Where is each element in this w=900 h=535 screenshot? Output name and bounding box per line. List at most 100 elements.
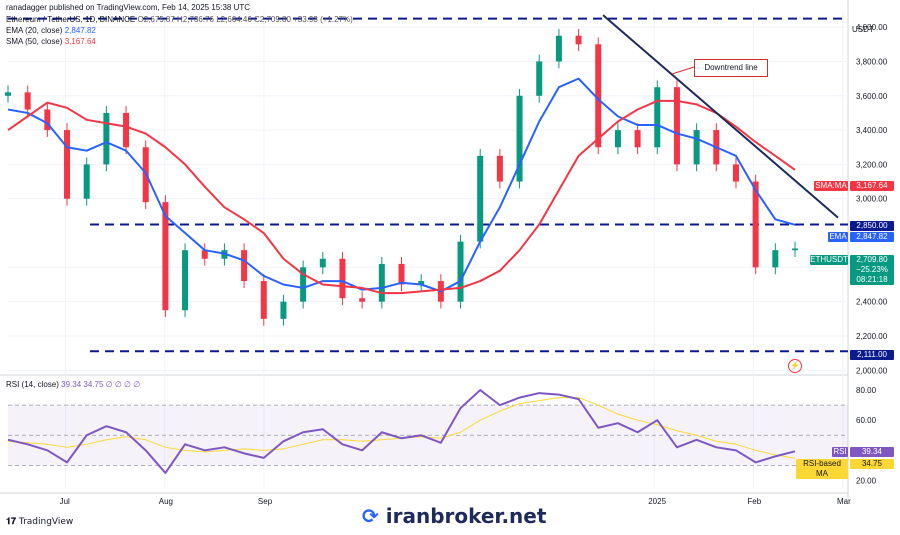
- candle-body: [398, 263, 405, 285]
- candle-body: [477, 155, 484, 242]
- sma-legend[interactable]: SMA (50, close) 3,167.64: [6, 36, 96, 47]
- price-tick-label: 3,000.00: [856, 195, 888, 204]
- rsi-legend-values: 39.34 34.75 ∅ ∅ ∅ ∅: [61, 380, 141, 389]
- sym-tag-label: ETHUSDT: [810, 255, 848, 265]
- price-tick-label: 3,200.00: [856, 160, 888, 169]
- candle-body: [103, 112, 110, 165]
- price-tick-label: 4,000.00: [856, 23, 888, 32]
- time-tick-label: Mar: [837, 497, 851, 506]
- watermark-text: iranbroker.net: [385, 504, 547, 528]
- rsi-tick-label: 20.00: [856, 476, 877, 485]
- ema-line: [7, 77, 796, 293]
- ema-tag-value: 2,847.82: [850, 232, 894, 242]
- rsima-tag-label: RSI-based MA: [796, 459, 848, 479]
- sma-legend-label: SMA (50, close): [6, 37, 63, 46]
- candle-body: [44, 109, 51, 131]
- sma-tag-label: SMA:MA: [814, 181, 848, 191]
- price-tick-label: 3,800.00: [856, 57, 888, 66]
- rsi-line: [7, 389, 796, 474]
- symbol-name: Ethereum / TetherUS, 1D, BINANCE: [6, 15, 136, 24]
- rsi-tick-label: 60.00: [856, 416, 877, 425]
- watermark: ⟳ iranbroker.net: [362, 504, 546, 528]
- candle-body: [5, 92, 11, 96]
- candle-body: [280, 301, 287, 319]
- candle-body: [359, 298, 366, 302]
- time-tick-label: Jul: [60, 497, 70, 506]
- candle-body: [614, 130, 621, 148]
- time-tick-label: Feb: [747, 497, 761, 506]
- candle-body: [516, 95, 523, 182]
- candle-body: [595, 44, 602, 148]
- candle-body: [123, 112, 130, 148]
- downtrend-annotation[interactable]: Downtrend line: [694, 59, 768, 77]
- ema-tag-label: EMA: [828, 232, 848, 242]
- currency-label: USDT: [852, 25, 874, 34]
- annotations: [602, 14, 839, 219]
- candle-body: [673, 87, 680, 165]
- time-tick-label: 2025: [648, 497, 666, 506]
- time-tick-label: Aug: [159, 497, 173, 506]
- candle-body: [83, 164, 90, 199]
- sma-line: [7, 99, 796, 295]
- time-tick-label: Sep: [258, 497, 273, 506]
- level-high-tag: 2,850.00: [850, 221, 894, 231]
- rsi-tag-value: 39.34: [850, 447, 894, 457]
- candle-body: [536, 61, 543, 96]
- candle-body: [182, 250, 189, 311]
- sym-tag: 2,709.80 −25.23% 08:21:18: [850, 255, 894, 285]
- candle-body: [339, 258, 346, 299]
- indicator-lines: [7, 77, 796, 295]
- symbol-line: Ethereum / TetherUS, 1D, BINANCE O2,675.…: [6, 14, 353, 25]
- sym-tag-change: −25.23%: [856, 265, 888, 274]
- watermark-icon: ⟳: [362, 504, 379, 528]
- ema-legend-label: EMA (20, close): [6, 26, 63, 35]
- candle-body: [319, 258, 326, 268]
- candle-body: [654, 87, 661, 148]
- candle-body: [732, 164, 739, 182]
- horizontal-levels: [8, 17, 848, 353]
- rsi-legend[interactable]: RSI (14, close) 39.34 34.75 ∅ ∅ ∅ ∅: [6, 379, 140, 390]
- candle-body: [752, 181, 759, 268]
- candle-body: [64, 130, 71, 199]
- candle-body: [418, 281, 425, 285]
- rsi-tick-label: 80.00: [856, 386, 877, 395]
- annotation-pointer: [671, 66, 695, 75]
- sma-legend-value: 3,167.64: [64, 37, 96, 46]
- price-tick-label: 3,400.00: [856, 126, 888, 135]
- candle-body: [575, 35, 582, 45]
- candle-body: [378, 263, 385, 302]
- tradingview-logo-text: TradingView: [18, 517, 74, 527]
- candle-body: [457, 241, 464, 302]
- price-tick-label: 2,000.00: [856, 366, 888, 375]
- axes: 4,000.00 3,800.00 3,600.00 3,400.00 3,200.00…: [60, 23, 888, 506]
- price-tick-label: 2,200.00: [856, 332, 888, 341]
- candle-body: [162, 202, 169, 311]
- rsima-tag-value: 34.75: [850, 459, 894, 469]
- downtrend-line: [602, 14, 839, 219]
- candle-body: [693, 130, 700, 165]
- publisher-line: ranadagger published on TradingView.com,…: [6, 3, 251, 12]
- price-candles: [5, 28, 798, 326]
- level-low-tag: 2,111.00: [850, 350, 894, 360]
- tradingview-logo[interactable]: 𝟏𝟕 TradingView: [6, 517, 74, 527]
- ema-legend-value: 2,847.82: [64, 26, 96, 35]
- rsi-tag-label: RSI: [832, 447, 848, 457]
- price-tick-label: 3,600.00: [856, 92, 888, 101]
- candle-body: [555, 35, 562, 62]
- lightning-icon[interactable]: ⚡: [788, 359, 802, 373]
- candle-body: [201, 250, 208, 259]
- candle-body: [300, 267, 307, 302]
- candle-body: [772, 250, 779, 268]
- candle-body: [634, 130, 641, 148]
- sym-tag-timer: 08:21:18: [856, 275, 888, 284]
- rsi-pane: [7, 389, 848, 474]
- candle-body: [792, 248, 798, 251]
- ema-legend[interactable]: EMA (20, close) 2,847.82: [6, 25, 96, 36]
- rsi-legend-label: RSI (14, close): [6, 380, 59, 389]
- candle-body: [496, 155, 503, 182]
- price-tick-label: 2,400.00: [856, 298, 888, 307]
- candle-body: [260, 281, 267, 319]
- ohlc-values: O2,675.87 H2,736.76 L2,664.46 C2,709.80 …: [137, 15, 353, 24]
- sym-tag-value: 2,709.80: [856, 255, 888, 264]
